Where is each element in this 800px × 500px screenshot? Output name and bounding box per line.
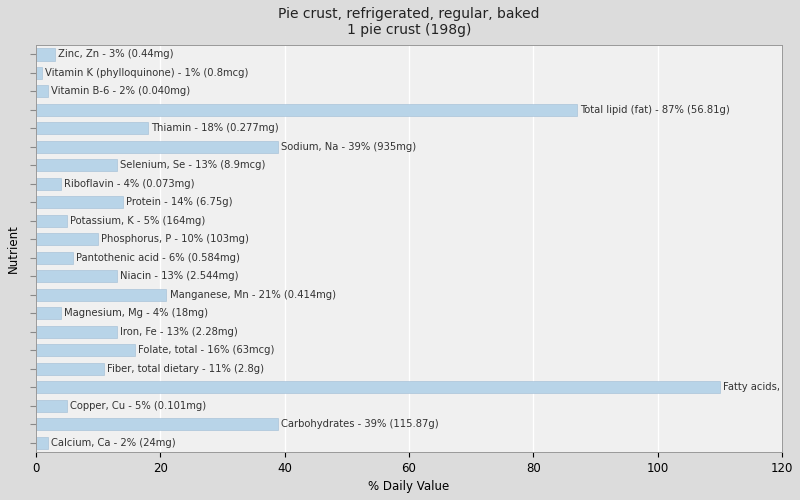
- Text: Sodium, Na - 39% (935mg): Sodium, Na - 39% (935mg): [282, 142, 417, 152]
- Text: Copper, Cu - 5% (0.101mg): Copper, Cu - 5% (0.101mg): [70, 400, 206, 410]
- Bar: [36, 344, 135, 356]
- Bar: [36, 196, 123, 208]
- Text: Selenium, Se - 13% (8.9mcg): Selenium, Se - 13% (8.9mcg): [120, 160, 266, 170]
- Bar: [36, 104, 577, 116]
- Text: Manganese, Mn - 21% (0.414mg): Manganese, Mn - 21% (0.414mg): [170, 290, 335, 300]
- Text: Potassium, K - 5% (164mg): Potassium, K - 5% (164mg): [70, 216, 206, 226]
- Text: Pantothenic acid - 6% (0.584mg): Pantothenic acid - 6% (0.584mg): [76, 253, 240, 263]
- Text: Calcium, Ca - 2% (24mg): Calcium, Ca - 2% (24mg): [51, 438, 176, 448]
- Text: Fiber, total dietary - 11% (2.8g): Fiber, total dietary - 11% (2.8g): [107, 364, 265, 374]
- X-axis label: % Daily Value: % Daily Value: [368, 480, 450, 493]
- Text: Folate, total - 16% (63mcg): Folate, total - 16% (63mcg): [138, 345, 275, 355]
- Bar: [36, 141, 278, 153]
- Bar: [36, 270, 117, 282]
- Text: Riboflavin - 4% (0.073mg): Riboflavin - 4% (0.073mg): [64, 179, 194, 189]
- Bar: [36, 48, 54, 60]
- Bar: [36, 307, 61, 319]
- Bar: [36, 326, 117, 338]
- Bar: [36, 400, 67, 411]
- Bar: [36, 288, 166, 300]
- Bar: [36, 418, 278, 430]
- Bar: [36, 67, 42, 79]
- Bar: [36, 215, 67, 227]
- Bar: [36, 362, 104, 374]
- Bar: [36, 86, 48, 98]
- Text: Magnesium, Mg - 4% (18mg): Magnesium, Mg - 4% (18mg): [64, 308, 208, 318]
- Bar: [36, 122, 148, 134]
- Text: Vitamin K (phylloquinone) - 1% (0.8mcg): Vitamin K (phylloquinone) - 1% (0.8mcg): [46, 68, 249, 78]
- Text: Niacin - 13% (2.544mg): Niacin - 13% (2.544mg): [120, 271, 238, 281]
- Text: Phosphorus, P - 10% (103mg): Phosphorus, P - 10% (103mg): [101, 234, 249, 244]
- Y-axis label: Nutrient: Nutrient: [7, 224, 20, 273]
- Text: Fatty acids, total saturated - 110% (21.952g): Fatty acids, total saturated - 110% (21.…: [723, 382, 800, 392]
- Text: Total lipid (fat) - 87% (56.81g): Total lipid (fat) - 87% (56.81g): [580, 105, 730, 115]
- Text: Carbohydrates - 39% (115.87g): Carbohydrates - 39% (115.87g): [282, 419, 439, 429]
- Bar: [36, 234, 98, 245]
- Text: Protein - 14% (6.75g): Protein - 14% (6.75g): [126, 198, 233, 207]
- Bar: [36, 252, 74, 264]
- Bar: [36, 178, 61, 190]
- Text: Thiamin - 18% (0.277mg): Thiamin - 18% (0.277mg): [151, 124, 278, 134]
- Bar: [36, 436, 48, 448]
- Title: Pie crust, refrigerated, regular, baked
1 pie crust (198g): Pie crust, refrigerated, regular, baked …: [278, 7, 540, 37]
- Bar: [36, 381, 720, 393]
- Text: Iron, Fe - 13% (2.28mg): Iron, Fe - 13% (2.28mg): [120, 326, 238, 336]
- Text: Zinc, Zn - 3% (0.44mg): Zinc, Zn - 3% (0.44mg): [58, 50, 173, 59]
- Bar: [36, 160, 117, 172]
- Text: Vitamin B-6 - 2% (0.040mg): Vitamin B-6 - 2% (0.040mg): [51, 86, 190, 97]
